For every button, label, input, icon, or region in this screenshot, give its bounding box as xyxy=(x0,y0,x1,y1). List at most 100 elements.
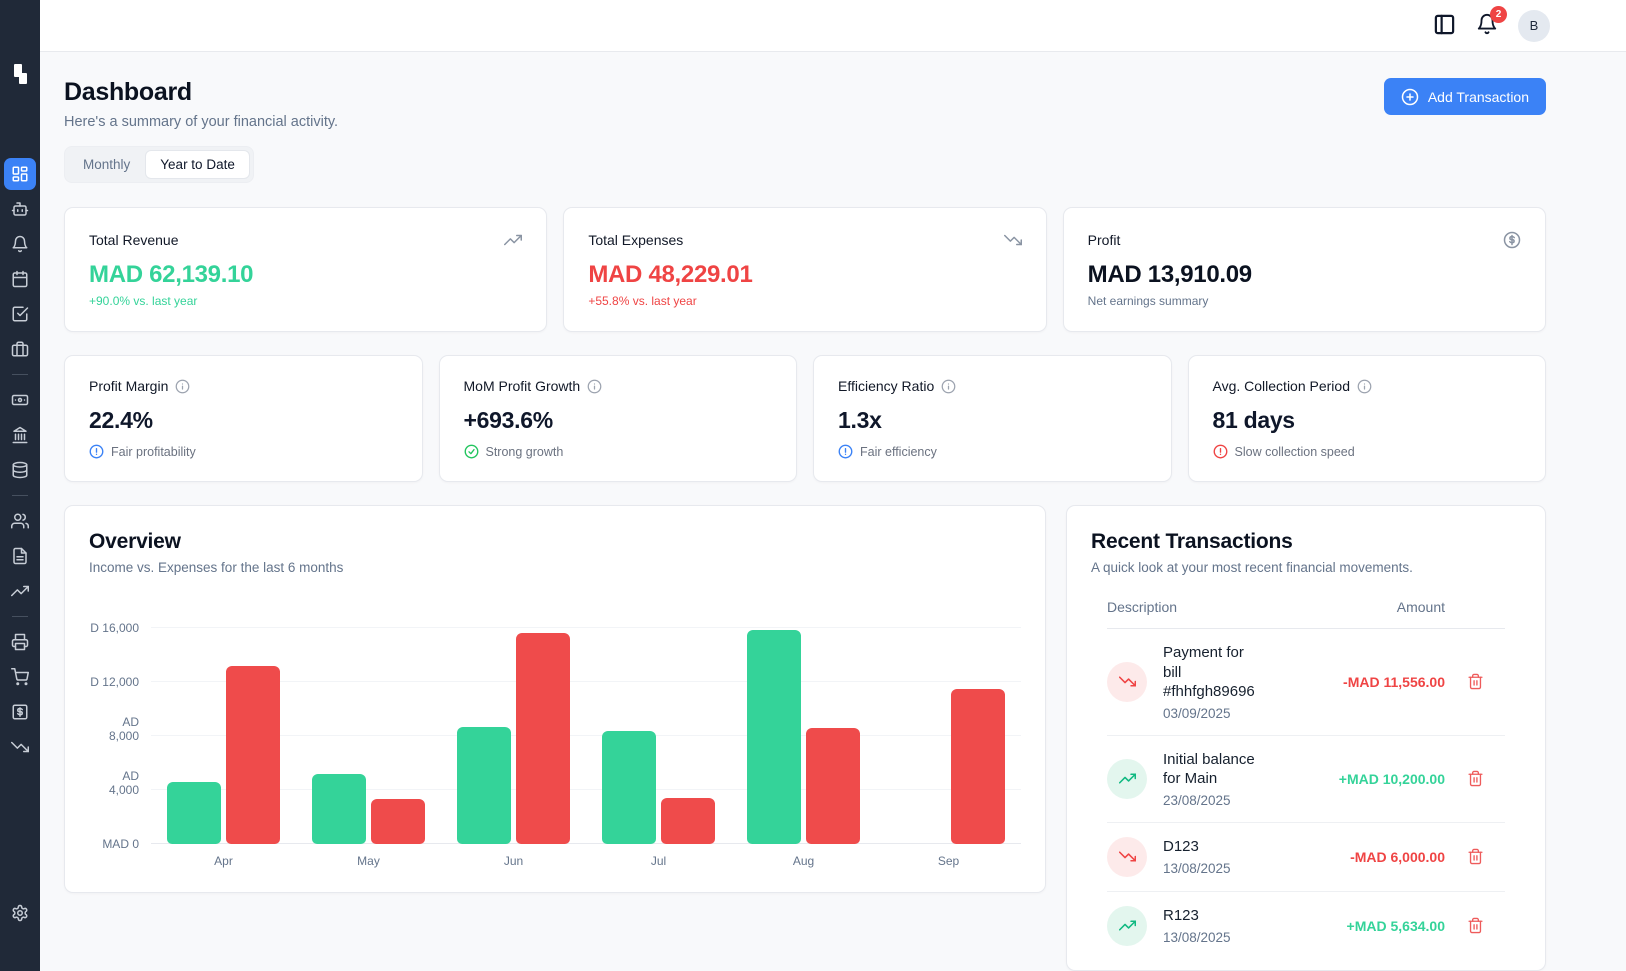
add-transaction-button[interactable]: Add Transaction xyxy=(1383,78,1546,115)
chart-x-label-jun: Jun xyxy=(503,854,524,868)
sidebar-nav xyxy=(4,158,36,763)
chart-y-tick: AD 4,000 xyxy=(108,769,139,797)
sidebar-item-contacts[interactable] xyxy=(4,505,36,537)
calendar-icon xyxy=(11,270,29,288)
sidebar-divider xyxy=(12,374,28,375)
sidebar-item-income[interactable] xyxy=(4,575,36,607)
bar-group-sep xyxy=(876,597,1021,844)
tab-year-to-date[interactable]: Year to Date xyxy=(145,150,250,179)
metric-card-profit-margin: Profit Margin 22.4% Fair profitability xyxy=(64,355,423,482)
trash-icon xyxy=(1467,917,1484,934)
metric-label: MoM Profit Growth xyxy=(463,378,581,394)
trending-down-icon xyxy=(11,738,29,756)
transaction-row: D123 13/08/2025 -MAD 6,000.00 xyxy=(1107,823,1505,892)
bar-income-jun xyxy=(457,727,511,844)
bar-expenses-apr xyxy=(226,666,280,844)
sidebar-item-purchases[interactable] xyxy=(4,661,36,693)
metric-value: 81 days xyxy=(1212,407,1296,433)
info-icon[interactable] xyxy=(175,379,190,394)
transaction-direction-badge xyxy=(1107,905,1147,946)
transaction-amount: +MAD 10,200.00 xyxy=(1338,770,1445,787)
sidebar-item-calendar[interactable] xyxy=(4,263,36,295)
sidebar-item-payments[interactable] xyxy=(4,384,36,416)
stat-subtext: +90.0% vs. last year xyxy=(89,294,198,308)
tab-monthly[interactable]: Monthly xyxy=(68,150,145,179)
bell-icon xyxy=(11,235,29,253)
sidebar-divider xyxy=(12,495,28,496)
trending-up-icon xyxy=(504,231,523,249)
trending-down-icon xyxy=(1003,231,1022,249)
user-avatar[interactable]: B xyxy=(1518,9,1550,42)
info-icon[interactable] xyxy=(1357,379,1372,394)
metric-value: 22.4% xyxy=(89,407,153,433)
trending-up-icon xyxy=(1118,917,1136,934)
transaction-direction-badge xyxy=(1107,661,1147,702)
bar-group-aug xyxy=(731,597,876,844)
panel-toggle-button[interactable] xyxy=(1433,13,1456,39)
metric-status-text: Fair efficiency xyxy=(860,444,937,459)
trash-icon xyxy=(1467,673,1484,690)
page-title: Dashboard xyxy=(64,78,192,106)
notifications-button[interactable]: 2 xyxy=(1476,6,1507,38)
bar-expenses-jul xyxy=(661,798,715,844)
transactions-table: Description Amount Payment for bill #fhh… xyxy=(1091,599,1521,960)
app-logo[interactable] xyxy=(8,62,32,86)
bar-expenses-jun xyxy=(516,633,570,844)
info-icon[interactable] xyxy=(587,379,602,394)
sidebar-item-expenses[interactable] xyxy=(4,731,36,763)
sidebar-item-tasks[interactable] xyxy=(4,298,36,330)
metric-label: Profit Margin xyxy=(89,378,169,394)
check-circle-icon xyxy=(464,444,479,459)
sidebar-item-documents[interactable] xyxy=(4,540,36,572)
metric-status-text: Slow collection speed xyxy=(1234,444,1355,459)
metric-value: 1.3x xyxy=(838,407,882,433)
sidebar-item-dashboard[interactable] xyxy=(4,158,36,190)
transactions-subtitle: A quick look at your most recent financi… xyxy=(1091,560,1413,575)
stat-label: Total Expenses xyxy=(588,232,684,248)
chart-gridline xyxy=(151,789,1021,790)
database-icon xyxy=(11,461,29,479)
recent-transactions-card: Recent Transactions A quick look at your… xyxy=(1066,505,1546,971)
sidebar-item-portfolio[interactable] xyxy=(4,333,36,365)
sidebar-item-invoices[interactable] xyxy=(4,626,36,658)
delete-transaction-button[interactable] xyxy=(1445,770,1505,787)
bar-expenses-aug xyxy=(806,728,860,844)
trending-down-icon xyxy=(1118,848,1136,865)
bar-income-jul xyxy=(602,731,656,844)
info-icon[interactable] xyxy=(941,379,956,394)
transaction-direction-badge xyxy=(1107,758,1147,799)
sidebar xyxy=(0,0,40,971)
chart-gridline xyxy=(151,627,1021,628)
delete-transaction-button[interactable] xyxy=(1445,673,1505,690)
trash-icon xyxy=(1467,848,1484,865)
overview-title: Overview xyxy=(89,530,181,553)
alert-circle-icon xyxy=(838,444,853,459)
stat-subtext: Net earnings summary xyxy=(1087,294,1209,308)
transaction-amount: -MAD 6,000.00 xyxy=(1350,848,1445,865)
delete-transaction-button[interactable] xyxy=(1445,917,1505,934)
sidebar-item-billing[interactable] xyxy=(4,696,36,728)
page-subtitle: Here's a summary of your financial activ… xyxy=(64,114,339,130)
main-content: Dashboard Here's a summary of your finan… xyxy=(40,52,1626,971)
sidebar-item-data[interactable] xyxy=(4,454,36,486)
chart-x-label-jul: Jul xyxy=(650,854,667,868)
panel-left-icon xyxy=(1433,13,1456,39)
topbar: 2 B xyxy=(40,0,1626,52)
sidebar-item-bank[interactable] xyxy=(4,419,36,451)
sidebar-item-settings[interactable] xyxy=(4,897,36,929)
transaction-date: 23/08/2025 xyxy=(1163,792,1231,808)
transaction-description: Payment for bill #fhhfgh89696 xyxy=(1163,644,1255,700)
transactions-table-header: Description Amount xyxy=(1107,599,1505,629)
alert-circle-icon xyxy=(89,444,104,459)
bar-group-may xyxy=(296,597,441,844)
delete-transaction-button[interactable] xyxy=(1445,848,1505,865)
bar-income-apr xyxy=(167,782,221,844)
bar-group-jul xyxy=(586,597,731,844)
sidebar-item-notifications[interactable] xyxy=(4,228,36,260)
landmark-icon xyxy=(11,426,29,444)
overview-card: Overview Income vs. Expenses for the las… xyxy=(64,505,1046,893)
sidebar-item-assistant[interactable] xyxy=(4,193,36,225)
transactions-rows: Payment for bill #fhhfgh89696 03/09/2025 -… xyxy=(1107,629,1505,960)
bar-group-apr xyxy=(151,597,296,844)
chart-gridline xyxy=(151,843,1021,844)
